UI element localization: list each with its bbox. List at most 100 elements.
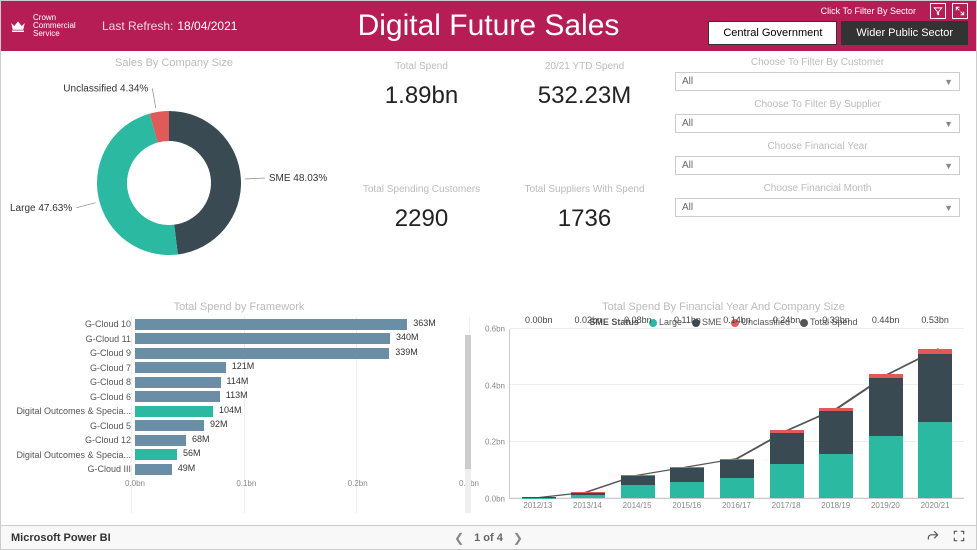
stacked-chart[interactable]: 0.0bn0.2bn0.4bn0.6bn0.00bn0.02bn0.08bn0.… xyxy=(509,329,964,499)
kpi-label: Total Suppliers With Spend xyxy=(506,184,663,195)
filter-value: All xyxy=(682,76,693,87)
stacked-total-label: 0.08bn xyxy=(624,315,652,325)
hbar-title: Total Spend by Framework xyxy=(9,301,469,313)
stacked-seg-sme xyxy=(720,460,754,478)
hbar-row[interactable]: Digital Outcomes & Specia... 56M xyxy=(13,448,469,463)
hbar-scrollbar[interactable] xyxy=(465,335,471,513)
hbar-value: 56M xyxy=(183,448,201,458)
stacked-xtick: 2014/15 xyxy=(623,501,652,510)
stacked-seg-large xyxy=(869,436,903,498)
stacked-total-label: 0.02bn xyxy=(575,315,603,325)
filter-select[interactable]: All▼ xyxy=(675,114,960,133)
filter-value: All xyxy=(682,160,693,171)
stacked-column[interactable]: 0.11bn xyxy=(670,329,704,498)
stacked-column[interactable]: 0.14bn xyxy=(720,329,754,498)
last-refresh-value: 18/04/2021 xyxy=(177,19,237,33)
hbar-row[interactable]: G-Cloud III49M xyxy=(13,462,469,477)
filter-value: All xyxy=(682,202,693,213)
hbar-fill xyxy=(135,449,177,460)
hbar-category: Digital Outcomes & Specia... xyxy=(13,406,135,416)
hbar-category: G-Cloud III xyxy=(13,464,135,474)
stacked-xtick: 2015/16 xyxy=(672,501,701,510)
stacked-total-label: 0.44bn xyxy=(872,315,900,325)
kpi-label: Total Spend xyxy=(343,61,500,72)
hbar-tick: 0.2bn xyxy=(348,479,368,488)
stacked-seg-large xyxy=(571,495,605,498)
kpi-value: 2290 xyxy=(343,205,500,233)
stacked-seg-sme xyxy=(670,468,704,482)
hbar-row[interactable]: Digital Outcomes & Specia...104M xyxy=(13,404,469,419)
kpi-card: Total Suppliers With Spend 1736 xyxy=(506,184,663,297)
hbar-fill xyxy=(135,391,220,402)
filter-icon[interactable] xyxy=(930,3,946,19)
hbar-row[interactable]: G-Cloud 5 92M xyxy=(13,419,469,434)
hbar-value: 340M xyxy=(396,332,419,342)
donut-chart[interactable]: SME 48.03%Large 47.63%Unclassified 4.34% xyxy=(9,73,339,283)
hbar-panel: Total Spend by Framework G-Cloud 10363MG… xyxy=(9,301,469,527)
stacked-seg-sme xyxy=(770,433,804,464)
filter-label: Choose To Filter By Customer xyxy=(675,57,960,68)
product-label: Microsoft Power BI xyxy=(11,532,111,544)
filter-select[interactable]: All▼ xyxy=(675,72,960,91)
donut-panel: Sales By Company Size SME 48.03%Large 47… xyxy=(9,57,339,297)
filter-select[interactable]: All▼ xyxy=(675,156,960,175)
hbar-row[interactable]: G-Cloud 10363M xyxy=(13,317,469,332)
stacked-seg-large xyxy=(621,485,655,498)
hbar-value: 68M xyxy=(192,434,210,444)
hbar-value: 92M xyxy=(210,419,228,429)
stacked-seg-large xyxy=(720,478,754,498)
hbar-row[interactable]: G-Cloud 7121M xyxy=(13,361,469,376)
hbar-chart[interactable]: G-Cloud 10363MG-Cloud 11340MG-Cloud 9339… xyxy=(9,317,469,527)
hbar-row[interactable]: G-Cloud 11340M xyxy=(13,332,469,347)
pager-next[interactable]: ❯ xyxy=(513,531,523,545)
filter-select[interactable]: All▼ xyxy=(675,198,960,217)
stacked-seg-sme xyxy=(869,378,903,436)
stacked-column[interactable]: 0.00bn xyxy=(522,329,556,498)
hbar-row[interactable]: G-Cloud 9339M xyxy=(13,346,469,361)
stacked-seg-large xyxy=(819,454,853,498)
stacked-seg-large xyxy=(770,464,804,498)
kpi-label: Total Spending Customers xyxy=(343,184,500,195)
wider-public-sector-button[interactable]: Wider Public Sector xyxy=(841,21,968,45)
hbar-fill xyxy=(135,464,172,475)
kpi-card: 20/21 YTD Spend532.23M xyxy=(506,61,663,174)
hbar-value: 363M xyxy=(413,318,436,328)
stacked-xtick: 2012/13 xyxy=(523,501,552,510)
share-icon[interactable] xyxy=(926,529,940,546)
stacked-column[interactable]: 0.02bn xyxy=(571,329,605,498)
donut-segment[interactable] xyxy=(169,111,241,254)
hbar-category: G-Cloud 9 xyxy=(13,348,135,358)
stacked-column[interactable]: 0.24bn xyxy=(770,329,804,498)
chevron-down-icon: ▼ xyxy=(944,119,953,129)
stacked-seg-large xyxy=(918,422,952,498)
hbar-category: Digital Outcomes & Specia... xyxy=(13,450,135,460)
expand-icon[interactable] xyxy=(952,3,968,19)
kpi-label: 20/21 YTD Spend xyxy=(506,61,663,72)
hbar-value: 114M xyxy=(227,376,249,386)
kpi-value: 1736 xyxy=(506,205,663,233)
footer-bar: Microsoft Power BI ❮ 1 of 4 ❯ xyxy=(1,525,976,549)
kpi-card: Total Spending Customers 2290 xyxy=(343,184,500,297)
hbar-tick: 0.1bn xyxy=(236,479,256,488)
donut-label: SME 48.03% xyxy=(269,173,327,184)
kpi-card: Total Spend1.89bn xyxy=(343,61,500,174)
stacked-column[interactable]: 0.08bn xyxy=(621,329,655,498)
hbar-row[interactable]: G-Cloud 1268M xyxy=(13,433,469,448)
central-government-button[interactable]: Central Government xyxy=(708,21,837,45)
stacked-column[interactable]: 0.32bn xyxy=(819,329,853,498)
stacked-total-label: 0.14bn xyxy=(723,315,751,325)
hbar-category: G-Cloud 8 xyxy=(13,377,135,387)
hbar-row[interactable]: G-Cloud 8 114M xyxy=(13,375,469,390)
hbar-fill xyxy=(135,406,213,417)
hbar-fill xyxy=(135,435,186,446)
hbar-category: G-Cloud 5 xyxy=(13,421,135,431)
stacked-column[interactable]: 0.53bn xyxy=(918,329,952,498)
stacked-ytick: 0.2bn xyxy=(485,438,505,447)
stacked-column[interactable]: 0.44bn xyxy=(869,329,903,498)
crown-icon xyxy=(9,17,27,35)
pager-prev[interactable]: ❮ xyxy=(454,531,464,545)
hbar-row[interactable]: G-Cloud 6113M xyxy=(13,390,469,405)
stacked-ytick: 0.0bn xyxy=(485,495,505,504)
filter-group: Choose To Filter By Customer All▼ xyxy=(675,57,960,91)
fullscreen-icon[interactable] xyxy=(952,529,966,546)
